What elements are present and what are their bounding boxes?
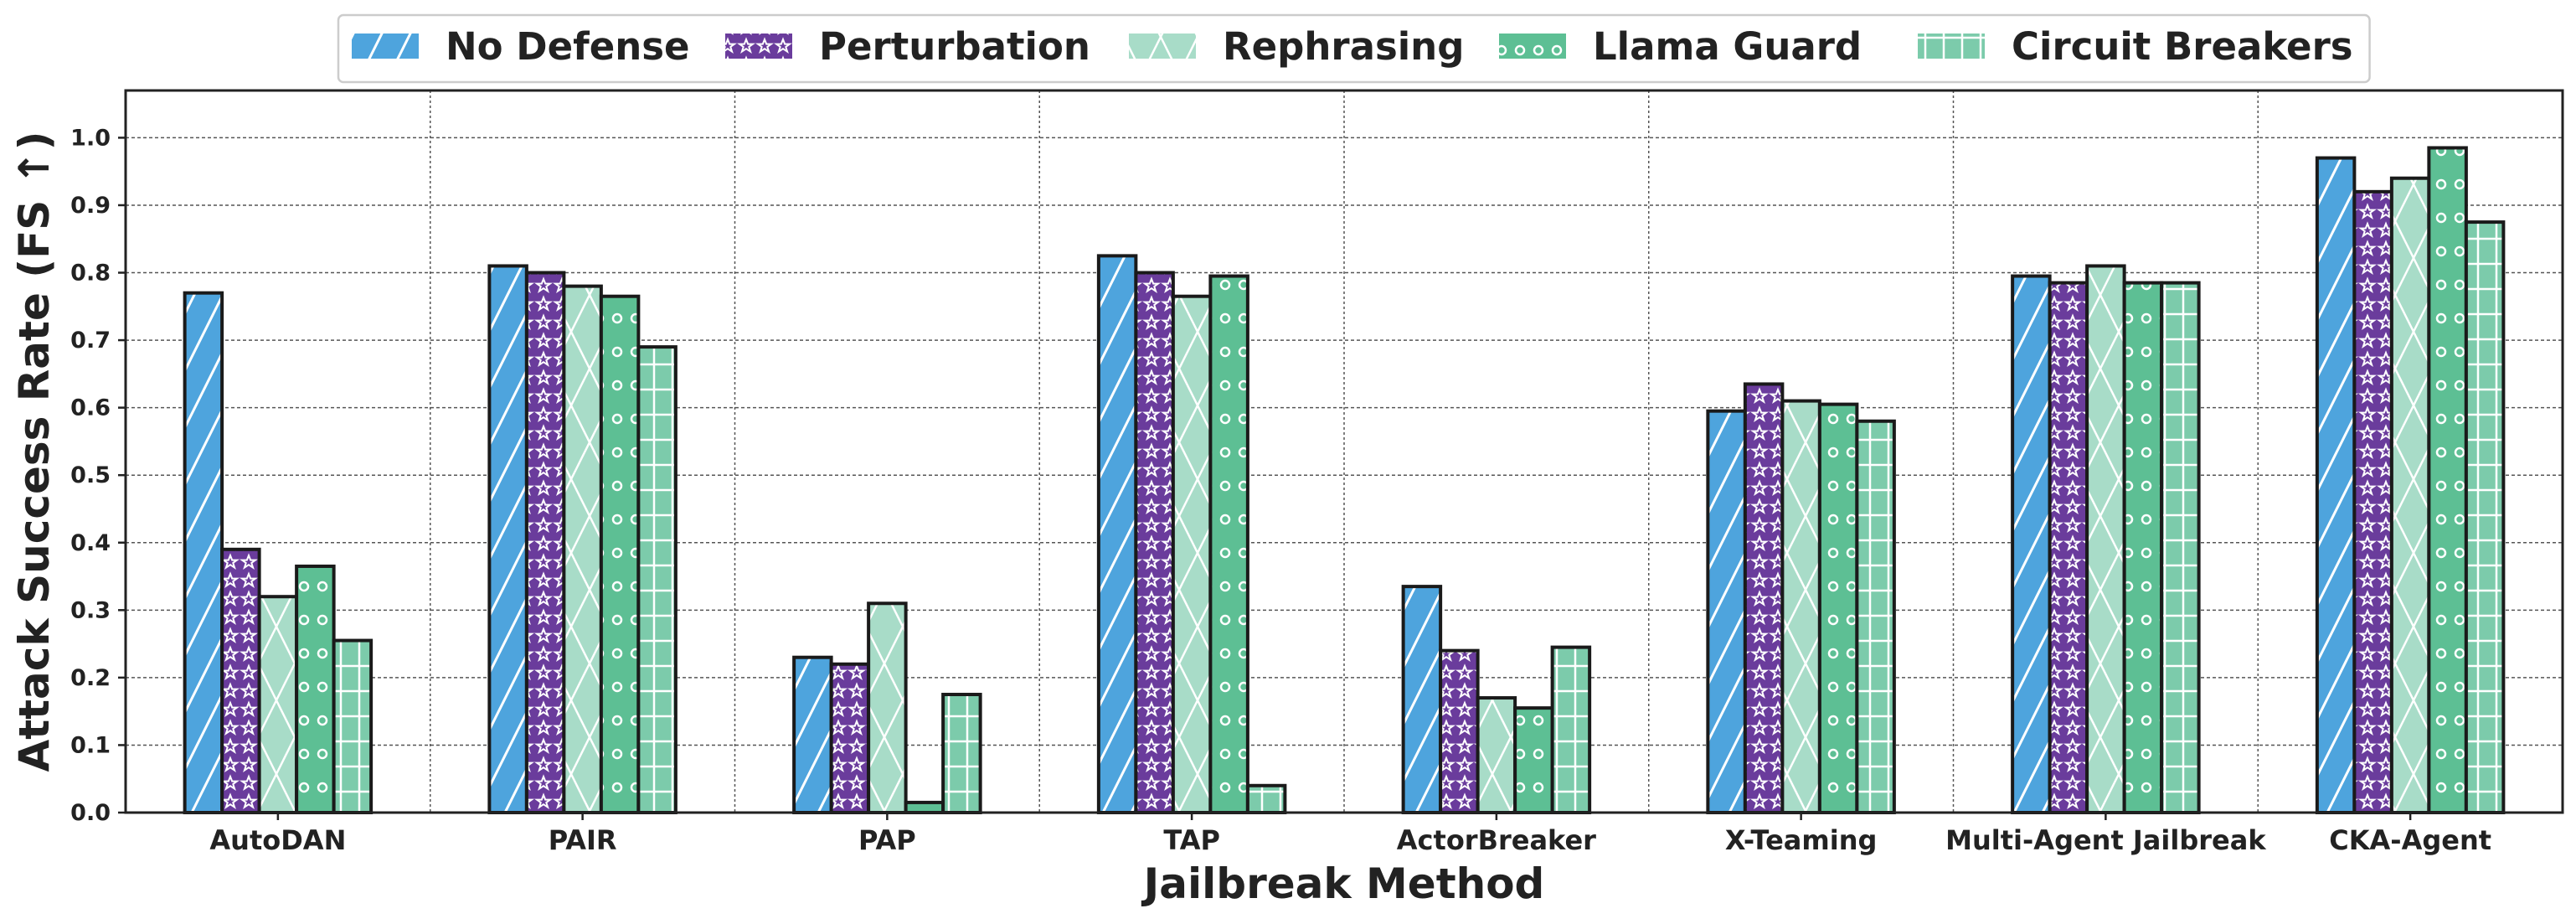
y-tick-label: 0.0 (70, 800, 111, 826)
bar-hatch (2012, 276, 2050, 813)
bar-hatch (2087, 266, 2125, 813)
x-tick-label: TAP (1163, 824, 1220, 856)
plot-area-frame (124, 89, 2564, 814)
bar-hatch (1515, 708, 1553, 813)
bar-hatch (564, 286, 601, 813)
bar-hatch (1136, 272, 1173, 813)
y-tick-label: 0.8 (70, 261, 111, 286)
legend-label-perturbation: Perturbation (819, 24, 1090, 69)
bar-hatch (868, 603, 906, 813)
y-tick-label: 0.7 (70, 328, 111, 354)
bar-hatch (1247, 785, 1285, 813)
bar-hatch (526, 272, 564, 813)
bar-hatch (222, 549, 260, 813)
legend-swatch-hatch (1129, 34, 1196, 59)
y-tick-label: 0.5 (70, 462, 111, 488)
bar-hatch (1857, 421, 1894, 813)
y-tick-label: 0.3 (70, 597, 111, 623)
legend-label-circuit-breakers: Circuit Breakers (2012, 24, 2353, 69)
bar-hatch (1782, 400, 1820, 813)
x-tick-label: ActorBreaker (1397, 824, 1596, 856)
bar-hatch (184, 292, 223, 813)
y-tick-label: 0.9 (70, 193, 111, 219)
bar-hatch (943, 694, 981, 813)
legend-box (337, 13, 2371, 84)
bar-hatch (1210, 276, 1248, 813)
legend-swatch-hatch (352, 34, 419, 59)
legend-swatch-hatch (725, 34, 792, 59)
x-tick-label: Multi-Agent Jailbreak (1945, 824, 2266, 856)
bar-hatch (2161, 282, 2199, 813)
bar-hatch (831, 663, 869, 813)
legend-label-llama-guard: Llama Guard (1593, 24, 1862, 69)
y-axis-ticks: 0.0 0.1 0.2 0.3 0.4 0.5 0.6 0.7 0.8 0.9 1.0 (70, 125, 126, 826)
bar-hatch (296, 565, 334, 813)
bar-hatch (489, 266, 527, 813)
legend: No Defense Perturbation Rephrasing Llama Gu… (337, 13, 2371, 84)
x-tick-label: CKA-Agent (2329, 824, 2491, 856)
bar-hatch (1744, 384, 1783, 813)
y-tick-label: 0.4 (70, 530, 111, 556)
bar-hatch (1440, 650, 1478, 813)
y-tick-label: 0.1 (70, 732, 111, 758)
bar-hatch (905, 802, 944, 813)
bar-hatch (2429, 147, 2466, 813)
bar-hatch (600, 296, 639, 813)
bar-hatch (1403, 586, 1441, 813)
legend-label-no-defense: No Defense (446, 24, 690, 69)
bar-hatch (333, 640, 372, 813)
x-tick-label: PAIR (549, 824, 617, 856)
bar-hatch (2316, 157, 2355, 813)
bar-hatch (2391, 178, 2429, 813)
y-tick-label: 1.0 (70, 125, 111, 151)
legend-label-rephrasing: Rephrasing (1223, 24, 1464, 69)
bar-hatch (1819, 404, 1857, 813)
x-tick-label: X-Teaming (1725, 824, 1878, 856)
y-tick-label: 0.2 (70, 665, 111, 691)
bar-hatch (259, 596, 297, 813)
bar-hatch (1172, 296, 1211, 813)
bar-hatch (1552, 647, 1590, 813)
legend-swatch-hatch (1499, 34, 1566, 59)
x-axis-ticks: AutoDAN PAIR PAP TAP ActorBreaker X-Teaming Mu… (209, 813, 2491, 856)
legend-swatch-hatch (1918, 34, 1985, 59)
bar-hatch (794, 657, 832, 813)
bar-hatch (2049, 282, 2088, 813)
bar-hatch (1477, 698, 1516, 813)
bar-hatch (1098, 256, 1136, 813)
y-axis-title: Attack Success Rate (FS ↑) (10, 132, 59, 772)
bar-hatch (2465, 222, 2504, 813)
y-tick-label: 0.6 (70, 395, 111, 421)
bar-hatch (2354, 191, 2392, 813)
x-tick-label: PAP (858, 824, 916, 856)
bar-hatch (2124, 282, 2162, 813)
bar-hatch (1708, 410, 1745, 813)
bar-hatch (638, 347, 676, 813)
x-axis-title: Jailbreak Method (1141, 859, 1545, 908)
x-tick-label: AutoDAN (209, 824, 346, 856)
